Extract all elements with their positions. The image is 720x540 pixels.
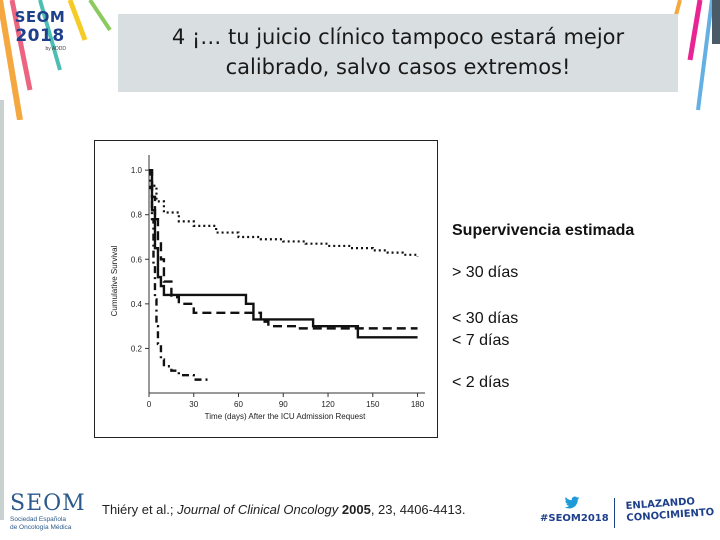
legend-item-under-2: < 2 días (452, 374, 510, 391)
survival-series-dashdot (149, 168, 210, 382)
footer-divider (614, 498, 615, 528)
legend-title: Supervivencia estimada (452, 222, 635, 239)
logo-year: 2018 (15, 26, 65, 46)
y-tick-label: 0.2 (131, 344, 143, 353)
slide-title: 4 ¡… tu juicio clínico tampoco estará me… (118, 14, 678, 92)
hashtag-block: #SEOM2018 (540, 496, 609, 524)
seom-subtitle-1: Sociedad Española (10, 516, 67, 523)
decorative-ribbons (0, 0, 714, 120)
x-tick-label: 180 (411, 400, 425, 409)
y-tick-label: 1.0 (131, 166, 143, 175)
x-axis-label: Time (days) After the ICU Admission Requ… (205, 412, 366, 421)
logo-sponsor: by ADDD (45, 46, 66, 52)
ribbon-strip (0, 0, 23, 120)
slogan: ENLAZANDO CONOCIMIENTO (625, 495, 714, 525)
citation: Thiéry et al.; Journal of Clinical Oncol… (102, 502, 466, 517)
legend-item-under-30: < 30 días (452, 310, 519, 327)
survival-series-dotted (149, 169, 419, 258)
twitter-bird-icon (540, 496, 604, 513)
x-tick-label: 120 (321, 400, 335, 409)
ribbon-strip (687, 0, 703, 61)
survival-chart-frame: 0 30 60 90 120 150 180 0.2 0.4 0.6 0.8 1.0 Cumulati… (94, 140, 438, 438)
ribbon-strip (88, 0, 112, 32)
survival-series-solid (149, 168, 418, 339)
logo-text: SEOM (14, 8, 66, 26)
x-tick-label: 60 (234, 400, 243, 409)
survival-chart: 0 30 60 90 120 150 180 0.2 0.4 0.6 0.8 1.0 Cumulati… (110, 155, 425, 421)
title-line-1: 4 ¡… tu juicio clínico tampoco estará me… (171, 25, 625, 49)
title-line-2: calibrado, salvo casos extremos! (225, 55, 571, 79)
y-tick-label: 0.6 (131, 255, 143, 264)
x-tick-label: 150 (366, 400, 380, 409)
corner-accent-bar (712, 0, 720, 44)
y-axis-label: Cumulative Survival (110, 245, 119, 316)
left-accent-bar (0, 100, 4, 520)
ribbon-strip (67, 0, 88, 41)
citation-year: 2005 (341, 502, 371, 517)
ribbon-strip (9, 0, 33, 91)
survival-series-dashed (149, 168, 418, 330)
y-tick-label: 0.4 (131, 300, 143, 309)
legend-item-under-7: < 7 días (452, 332, 510, 349)
citation-journal: Journal of Clinical Oncology (177, 502, 339, 517)
legend-item-over-30: > 30 días (452, 264, 519, 281)
seom-name: SEOM (10, 491, 86, 516)
seom-2018-logo: SEOM 2018 by ADDD (8, 8, 72, 64)
ribbon-strip (696, 0, 714, 111)
seom-subtitle-2: de Oncología Médica (10, 524, 72, 531)
y-tick-label: 0.8 (131, 211, 143, 220)
ribbon-strip (38, 0, 62, 71)
x-tick-label: 30 (189, 400, 198, 409)
x-tick-label: 0 (147, 400, 152, 409)
citation-details: , 23, 4406-4413. (370, 502, 466, 517)
hashtag-text: #SEOM2018 (540, 513, 609, 524)
seom-society-logo: SEOM Sociedad Española de Oncología Médi… (10, 491, 86, 532)
x-tick-label: 90 (279, 400, 288, 409)
citation-authors: Thiéry et al.; (102, 502, 178, 517)
